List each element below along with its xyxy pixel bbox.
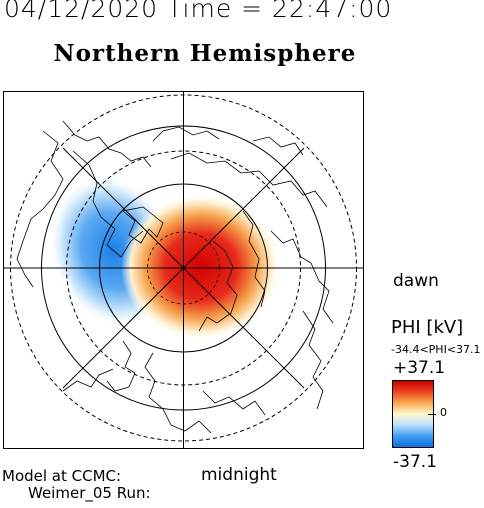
inner-pole-circle [147, 231, 220, 305]
model-label: Model at CCMC: [2, 467, 122, 485]
local-time-grid [3, 91, 364, 449]
map-title: Northern Hemisphere [53, 40, 357, 67]
colorbar-min-label: -37.1 [393, 452, 437, 472]
midnight-label: midnight [201, 465, 277, 485]
positive-potential-cell [121, 193, 281, 341]
colorbar-zero-label: 0 [440, 406, 447, 419]
run-label: Weimer_05 Run: [28, 484, 151, 502]
colorbar-range: -34.4<PHI<37.1 [391, 343, 481, 356]
colorbar-title: PHI [kV] [391, 317, 464, 338]
colorbar-zero-tick [428, 414, 436, 415]
coastlines [16, 120, 334, 434]
dawn-label: dawn [393, 271, 439, 291]
colorbar-max-label: +37.1 [393, 358, 446, 378]
datetime-label: 04/12/2020 Time = 22:47:00 [4, 0, 393, 23]
polar-map [3, 91, 364, 449]
